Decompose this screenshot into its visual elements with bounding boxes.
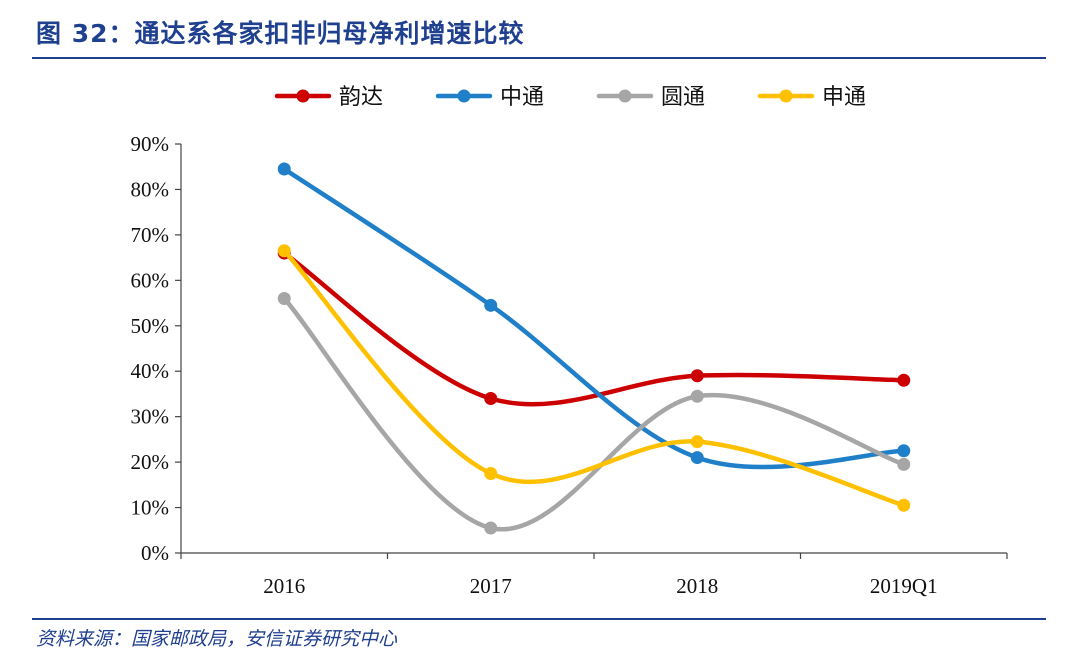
legend-swatch-marker [296, 89, 310, 103]
y-tick-label: 10% [131, 496, 170, 520]
legend-label: 韵达 [339, 85, 383, 110]
x-tick-label: 2017 [470, 574, 512, 598]
series-point-2 [484, 298, 498, 312]
series-point-4 [277, 244, 291, 258]
series-point-4 [690, 435, 704, 449]
series-point-2 [897, 444, 911, 458]
series-point-4 [484, 466, 498, 480]
series-point-3 [897, 457, 911, 471]
title-divider [32, 57, 1046, 59]
y-tick-label: 50% [131, 314, 170, 338]
series-point-2 [690, 451, 704, 465]
y-tick-label: 40% [131, 359, 170, 383]
legend-label: 中通 [500, 85, 544, 110]
series-point-2 [277, 162, 291, 176]
series-line-3 [282, 296, 906, 532]
series-point-1 [484, 391, 498, 405]
series-line-4 [282, 248, 906, 508]
legend-swatch-marker [618, 89, 632, 103]
y-tick-label: 0% [141, 541, 169, 565]
legend-swatch-marker [457, 89, 471, 103]
series-point-1 [897, 373, 911, 387]
y-tick-label: 90% [131, 132, 170, 156]
series-point-1 [690, 369, 704, 383]
legend-swatch-marker [779, 89, 793, 103]
legend-label: 圆通 [661, 85, 705, 110]
series-line-1 [282, 250, 906, 407]
series-point-3 [484, 521, 498, 535]
legend-label: 申通 [822, 85, 866, 110]
y-tick-label: 80% [131, 177, 170, 201]
source-divider [32, 618, 1046, 620]
chart-title: 图 32：通达系各家扣非归母净利增速比较 [36, 19, 525, 48]
x-tick-label: 2016 [263, 574, 305, 598]
y-tick-label: 70% [131, 223, 170, 247]
series-line-2 [282, 166, 906, 470]
y-tick-label: 20% [131, 450, 170, 474]
series-point-4 [897, 498, 911, 512]
x-tick-label: 2018 [676, 574, 718, 598]
y-tick-label: 60% [131, 268, 170, 292]
x-tick-label: 2019Q1 [870, 574, 938, 598]
y-tick-label: 30% [131, 405, 170, 429]
series-point-3 [277, 292, 291, 306]
series-point-3 [690, 389, 704, 403]
source-note: 资料来源：国家邮政局，安信证券研究中心 [36, 628, 398, 650]
